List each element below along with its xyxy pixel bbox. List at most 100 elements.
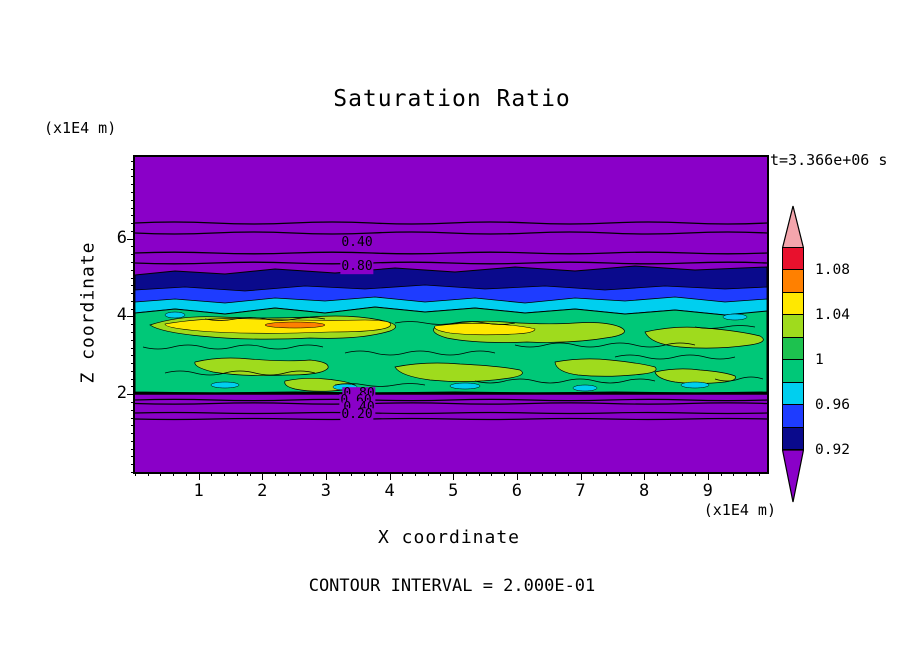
y-tick: [131, 324, 135, 326]
x-tick: [695, 472, 697, 476]
lower-contour-lines: [135, 392, 767, 421]
x-tick: [211, 472, 213, 476]
x-tick: [555, 472, 557, 476]
y-tick: [131, 223, 135, 225]
x-tick: [300, 472, 302, 476]
y-tick: [131, 199, 135, 201]
y-tick: [131, 370, 135, 372]
x-tick: [262, 472, 264, 480]
y-tick: [131, 192, 135, 193]
x-axis-title: X coordinate: [377, 527, 521, 548]
contour-interval-caption: CONTOUR INTERVAL = 2.000E-01: [308, 576, 596, 596]
y-tick: [131, 160, 135, 162]
y-tick: [127, 394, 135, 396]
y-tick: [131, 386, 135, 388]
y-tick: [131, 355, 135, 357]
y-tick: [131, 472, 135, 473]
x-tick: [236, 472, 238, 476]
y-tick: [131, 448, 135, 450]
x-tick-label: 6: [511, 481, 522, 501]
x-tick: [529, 472, 531, 476]
x-tick: [656, 472, 658, 476]
colorbar-label: 0.92: [815, 442, 850, 458]
arrow-top-shape: [782, 205, 804, 248]
x-tick: [160, 472, 162, 476]
colorbar-segment: [783, 427, 803, 449]
y-tick: [127, 316, 135, 318]
y-tick: [131, 433, 135, 435]
x-tick-label: 8: [639, 481, 650, 501]
x-tick-label: 1: [193, 481, 204, 501]
colorbar-segment: [783, 315, 803, 338]
y-tick: [131, 347, 135, 349]
colorbar-label: 1.04: [815, 306, 850, 323]
y-tick: [131, 440, 135, 442]
orange-core: [264, 321, 326, 329]
arrow-bottom-shape: [782, 449, 804, 503]
contour-field: [135, 157, 767, 472]
y-tick: [131, 409, 135, 411]
x-tick: [758, 472, 760, 476]
colorbar-segment: [783, 248, 803, 271]
y-tick: [131, 207, 135, 209]
colorbar-segment: [783, 360, 803, 383]
colorbar-overflow-arrow-top: [782, 205, 804, 248]
x-tick: [733, 472, 735, 476]
x-tick: [351, 472, 353, 476]
y-tick: [131, 262, 135, 263]
y-tick: [131, 308, 135, 310]
upper-contour-lines: [135, 221, 767, 265]
x-tick: [745, 472, 747, 476]
y-tick: [131, 176, 135, 178]
x-tick-label: 4: [384, 481, 395, 501]
x-tick: [567, 472, 569, 476]
x-tick: [453, 472, 455, 480]
x-tick: [198, 472, 200, 480]
x-tick: [135, 472, 136, 476]
colorbar-segment: [783, 337, 803, 361]
y-tick: [131, 293, 135, 295]
x-tick: [376, 472, 378, 476]
y-tick: [131, 277, 135, 279]
contour-squiggles: [142, 317, 764, 387]
x-tick: [580, 472, 582, 480]
y-tick: [131, 269, 135, 271]
colorbar-segments: [782, 247, 804, 450]
x-tick: [720, 472, 722, 476]
x-tick: [389, 472, 391, 480]
y-tick-label: 6: [116, 227, 127, 248]
time-annotation: t=3.366e+06 s: [770, 151, 888, 169]
x-tick: [644, 472, 646, 480]
x-tick: [491, 472, 493, 476]
contour-label: 0.20: [340, 407, 374, 423]
y-tick: [131, 184, 135, 186]
y-axis-unit: (x1E4 m): [44, 119, 117, 137]
y-tick: [131, 339, 135, 341]
y-tick: [131, 230, 135, 232]
x-tick-label: 3: [320, 481, 332, 501]
page-title: Saturation Ratio: [333, 86, 571, 112]
colorbar-label: 0.96: [815, 396, 850, 413]
colorbar-segment: [783, 292, 803, 316]
x-tick: [427, 472, 429, 476]
x-tick: [593, 472, 595, 476]
x-tick: [440, 472, 442, 476]
x-tick: [325, 472, 327, 480]
y-tick: [131, 168, 135, 170]
x-tick: [364, 472, 366, 476]
y-tick-label: 4: [116, 305, 127, 326]
y-tick: [131, 417, 135, 419]
colorbar-label: 1.08: [815, 261, 850, 278]
x-tick: [707, 472, 709, 480]
x-tick: [605, 472, 607, 476]
x-tick: [249, 472, 251, 476]
x-tick: [224, 472, 226, 476]
y-tick: [131, 464, 135, 466]
x-tick: [275, 472, 277, 476]
x-tick: [669, 472, 671, 476]
x-tick: [313, 472, 315, 476]
y-tick: [131, 285, 135, 287]
x-tick: [185, 472, 187, 476]
